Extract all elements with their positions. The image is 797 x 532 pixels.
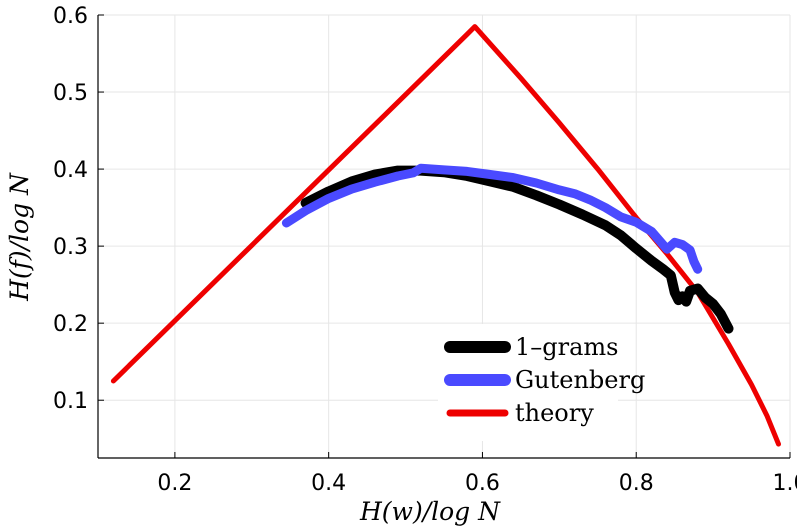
legend-label-1grams: 1–grams — [515, 333, 619, 361]
y-tick-label: 0.1 — [53, 389, 88, 414]
x-tick-label: 0.6 — [465, 471, 500, 496]
x-tick-label: 0.8 — [619, 471, 654, 496]
series-line-gutenberg — [281, 163, 703, 274]
x-tick-label: 0.2 — [157, 471, 192, 496]
x-tick-label: 1.0 — [773, 471, 797, 496]
legend-label-theory: theory — [515, 399, 594, 427]
x-tick-label: 0.4 — [311, 471, 346, 496]
legend-entry-gutenberg: Gutenberg — [444, 366, 645, 394]
y-axis-label: H(f)/log N — [5, 172, 34, 302]
y-tick-label: 0.5 — [53, 81, 88, 106]
axes-frame — [97, 15, 790, 459]
y-tick-label: 0.4 — [53, 158, 88, 183]
legend-entry-theory: theory — [446, 399, 594, 427]
legend: 1–grams Gutenberg theory — [438, 324, 645, 441]
legend-entry-1grams: 1–grams — [444, 333, 619, 361]
x-axis-label: H(w)/log N — [359, 497, 501, 526]
y-tick-label: 0.2 — [53, 312, 88, 337]
series-layer — [110, 24, 781, 447]
legend-label-gutenberg: Gutenberg — [515, 366, 645, 394]
y-axis-ticks: 0.1 0.2 0.3 0.4 0.5 0.6 — [53, 4, 104, 414]
y-tick-label: 0.3 — [53, 235, 88, 260]
y-tick-label: 0.6 — [53, 4, 88, 29]
x-axis-ticks: 0.2 0.4 0.6 0.8 1.0 — [157, 452, 797, 496]
